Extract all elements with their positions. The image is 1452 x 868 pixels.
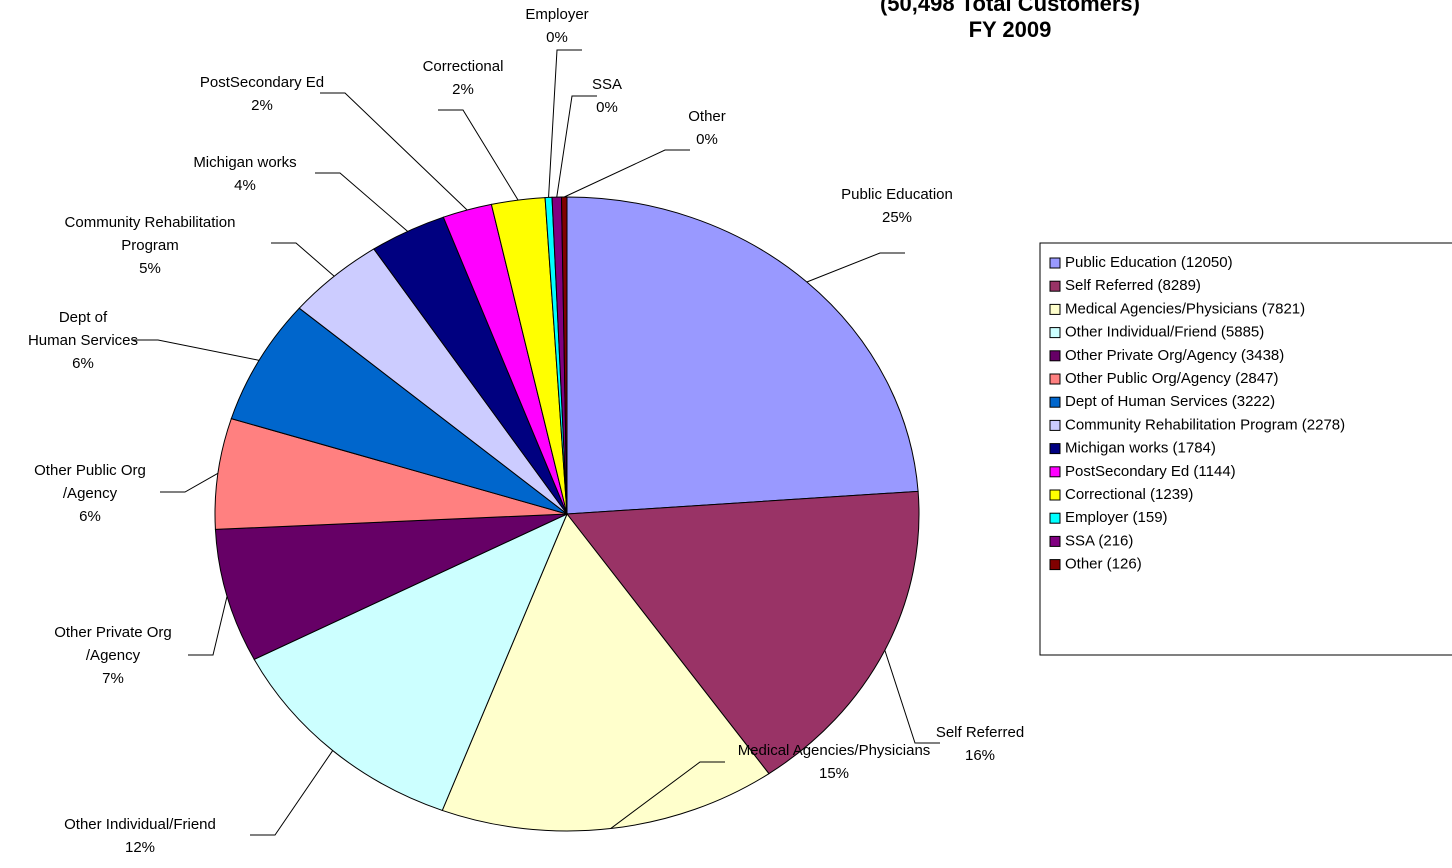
leader-line <box>556 95 597 198</box>
leader-line <box>884 650 940 744</box>
legend-label: Other Individual/Friend (5885) <box>1065 324 1264 341</box>
leader-line <box>250 750 334 836</box>
legend-label: Other Private Org/Agency (3438) <box>1065 347 1284 364</box>
legend-swatch <box>1049 373 1061 385</box>
legend-label: SSA (216) <box>1065 532 1133 549</box>
leader-line <box>438 109 519 201</box>
legend-swatch <box>1049 257 1061 269</box>
legend-label: Other (126) <box>1065 556 1142 573</box>
slice-percent: 2% <box>452 81 474 98</box>
legend-swatch <box>1049 489 1061 501</box>
legend-swatch <box>1049 512 1061 524</box>
slice-percent: 0% <box>596 99 618 116</box>
legend-box <box>1039 242 1452 656</box>
leader-line <box>133 339 260 361</box>
legend-label: Employer (159) <box>1065 509 1168 526</box>
slice-label: /Agency <box>86 647 141 664</box>
legend-label: Public Education (12050) <box>1065 254 1233 271</box>
legend-label: PostSecondary Ed (1144) <box>1065 463 1236 480</box>
legend-swatch <box>1049 280 1061 292</box>
legend-label: Correctional (1239) <box>1065 486 1193 503</box>
pie-slice <box>253 513 568 812</box>
chart-title: (50,498 Total Customers) <box>880 0 1140 16</box>
slice-label: /Agency <box>63 485 118 502</box>
legend-swatch <box>1049 443 1061 455</box>
slice-percent: 4% <box>234 177 256 194</box>
slice-percent: 0% <box>546 29 568 46</box>
legend-swatch <box>1049 327 1061 339</box>
slice-label: Michigan works <box>193 154 296 171</box>
leader-line <box>548 49 582 198</box>
slice-label: Program <box>121 237 179 254</box>
legend-swatch <box>1049 466 1061 478</box>
leader-line <box>271 242 335 277</box>
slice-percent: 16% <box>965 747 995 764</box>
slice-label: SSA <box>592 76 622 93</box>
slice-percent: 12% <box>125 839 155 856</box>
leader-line <box>564 149 690 198</box>
leader-line <box>320 92 468 211</box>
leader-line <box>160 472 219 493</box>
pie-slice <box>441 513 770 832</box>
slice-percent: 5% <box>139 260 161 277</box>
slice-label: Public Education <box>841 186 953 203</box>
slice-label: Self Referred <box>936 724 1024 741</box>
legend-swatch <box>1049 396 1061 408</box>
leader-line <box>806 252 905 283</box>
slice-label: Other Individual/Friend <box>64 816 216 833</box>
chart-title: FY 2009 <box>969 17 1052 42</box>
slice-label: Correctional <box>423 58 504 75</box>
slice-label: Other <box>688 108 726 125</box>
slice-label: Community Rehabilitation <box>65 214 236 231</box>
slice-percent: 6% <box>79 508 101 525</box>
pie-slice <box>214 513 568 661</box>
slice-label: Human Services <box>28 332 138 349</box>
slice-percent: 25% <box>882 209 912 226</box>
slice-percent: 2% <box>251 97 273 114</box>
slice-percent: 6% <box>72 355 94 372</box>
slice-label: Other Private Org <box>54 624 172 641</box>
slice-percent: 15% <box>819 765 849 782</box>
leader-line <box>315 172 408 232</box>
legend-label: Self Referred (8289) <box>1065 277 1201 294</box>
pie-slice <box>566 196 919 515</box>
legend-label: Community Rehabilitation Program (2278) <box>1065 416 1345 433</box>
legend-label: Dept of Human Services (3222) <box>1065 393 1275 410</box>
legend-swatch <box>1049 419 1061 431</box>
slice-label: Other Public Org <box>34 462 146 479</box>
legend-label: Medical Agencies/Physicians (7821) <box>1065 300 1305 317</box>
legend-label: Other Public Org/Agency (2847) <box>1065 370 1278 387</box>
slice-percent: 7% <box>102 670 124 687</box>
legend-swatch <box>1049 559 1061 571</box>
slice-label: Employer <box>525 6 588 23</box>
legend-label: Michigan works (1784) <box>1065 440 1216 457</box>
slice-percent: 0% <box>696 131 718 148</box>
legend-swatch <box>1049 350 1061 362</box>
leader-line <box>188 596 228 656</box>
legend-swatch <box>1049 535 1061 547</box>
slice-label: PostSecondary Ed <box>200 74 324 91</box>
slice-label: Medical Agencies/Physicians <box>738 742 931 759</box>
legend-swatch <box>1049 303 1061 315</box>
leader-line <box>610 761 725 829</box>
slice-label: Dept of <box>59 309 108 326</box>
